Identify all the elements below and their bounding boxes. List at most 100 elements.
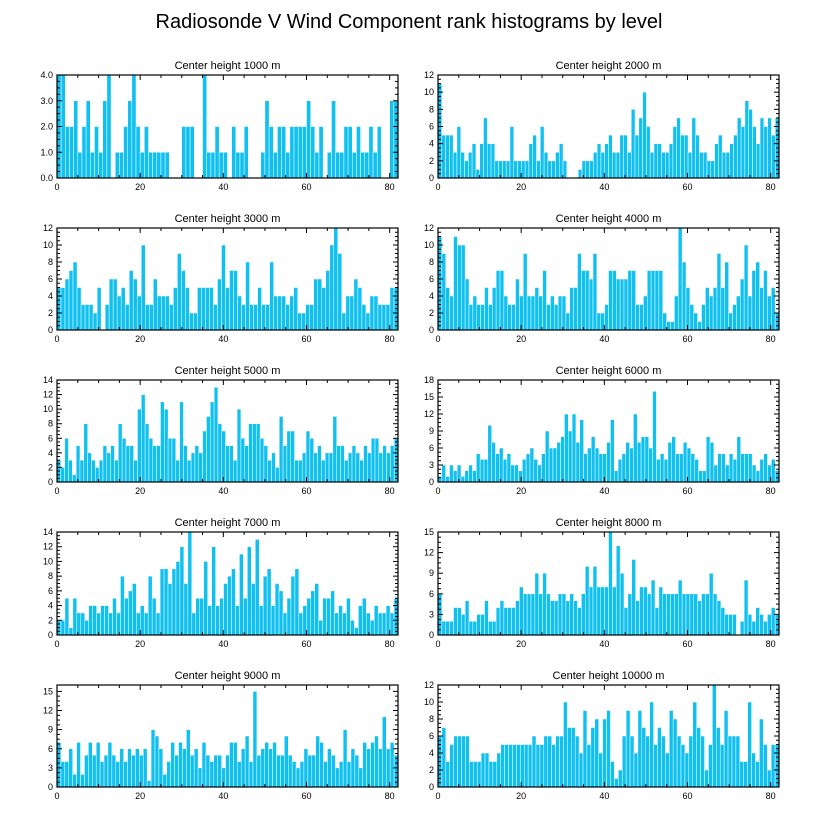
- panel-2: Center height 2000 m 0 2 4 6 8 10 12 0 20 40 60 80: [424, 60, 780, 192]
- bar: [508, 744, 513, 788]
- bar: [543, 152, 549, 179]
- bars: [56, 74, 399, 179]
- bar: [479, 459, 485, 483]
- bar: [225, 287, 230, 331]
- bar: [255, 423, 261, 483]
- bar: [743, 244, 749, 331]
- bar: [104, 605, 109, 636]
- bar: [360, 152, 365, 179]
- bar: [114, 152, 120, 179]
- bar: [189, 126, 195, 179]
- bar: [685, 593, 691, 636]
- bar: [747, 614, 753, 636]
- bar: [258, 605, 264, 636]
- bar: [367, 452, 372, 483]
- bars: [437, 83, 780, 179]
- bar: [689, 593, 695, 636]
- bar: [612, 270, 617, 331]
- bar: [653, 744, 658, 788]
- bar: [233, 742, 238, 788]
- bar: [80, 774, 85, 788]
- bar: [449, 134, 454, 179]
- bar: [770, 744, 776, 788]
- bar: [159, 568, 165, 636]
- bar: [494, 160, 499, 179]
- bar: [285, 152, 291, 179]
- bar: [588, 586, 594, 636]
- bar: [331, 100, 336, 179]
- bar: [84, 754, 89, 788]
- bar: [325, 270, 331, 331]
- panel-7: Center height 7000 m 0 2 4 6 8 10 12 14 0 20 40 60 80: [43, 517, 399, 649]
- bar: [522, 459, 527, 483]
- bar: [511, 304, 516, 331]
- bar: [271, 452, 276, 483]
- bar: [366, 748, 371, 788]
- bar: [468, 464, 473, 483]
- bar: [547, 160, 552, 179]
- bar: [593, 152, 598, 179]
- bar: [171, 568, 177, 636]
- x-tick-label: 60: [683, 334, 693, 344]
- bar: [511, 607, 516, 636]
- bar: [305, 430, 311, 483]
- bar: [441, 253, 447, 331]
- bar: [298, 612, 304, 636]
- bar: [213, 754, 218, 788]
- bar: [627, 593, 633, 636]
- bar: [623, 607, 629, 636]
- x-tick-label: 80: [385, 334, 395, 344]
- bar: [235, 152, 241, 179]
- bar: [121, 438, 127, 483]
- bar: [550, 295, 555, 331]
- bar: [349, 295, 355, 331]
- x-tick-label: 20: [135, 486, 145, 496]
- bar: [334, 612, 339, 636]
- bar: [177, 253, 182, 331]
- bar: [81, 126, 87, 179]
- x-tick-label: 0: [435, 182, 440, 192]
- bar: [162, 774, 168, 788]
- bar: [90, 152, 95, 179]
- panel-title: Center height 4000 m: [556, 213, 662, 225]
- bar: [588, 278, 594, 331]
- bar: [229, 445, 234, 483]
- bar: [678, 227, 683, 331]
- bar: [716, 727, 721, 788]
- bar: [453, 470, 458, 483]
- bar: [657, 727, 662, 788]
- bar: [248, 761, 254, 788]
- bars: [56, 227, 399, 331]
- bar: [142, 748, 148, 788]
- bar: [68, 748, 73, 788]
- bar: [658, 270, 664, 331]
- bar: [525, 453, 531, 483]
- bar: [453, 607, 458, 636]
- bar: [480, 752, 486, 788]
- bar: [759, 614, 764, 636]
- x-tick-label: 20: [135, 639, 145, 649]
- bar: [476, 614, 481, 636]
- bar: [330, 590, 335, 636]
- bar: [164, 152, 170, 179]
- bar: [612, 586, 617, 636]
- bar: [615, 152, 621, 179]
- bar: [340, 445, 345, 483]
- bar: [357, 287, 363, 331]
- bar: [546, 593, 551, 636]
- bar: [240, 748, 246, 788]
- bar: [647, 593, 652, 636]
- bar: [217, 278, 222, 331]
- bar: [370, 742, 375, 788]
- bar: [480, 304, 485, 331]
- bar: [84, 620, 89, 636]
- bar: [181, 270, 186, 331]
- bar: [453, 735, 458, 788]
- bar: [712, 684, 717, 788]
- bar: [144, 423, 150, 483]
- bar: [464, 278, 470, 331]
- y-tick-label: 10: [43, 556, 53, 566]
- bar: [151, 597, 157, 636]
- bar: [317, 278, 323, 331]
- bar: [187, 531, 193, 636]
